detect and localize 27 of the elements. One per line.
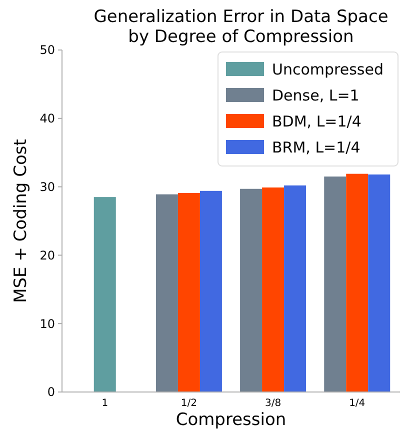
bar bbox=[240, 188, 262, 392]
legend-label: Uncompressed bbox=[272, 60, 384, 78]
bar bbox=[156, 194, 178, 392]
y-tick-label: 20 bbox=[40, 248, 55, 262]
x-axis-title: Compression bbox=[176, 410, 286, 430]
x-tick-label: 3/8 bbox=[264, 398, 282, 409]
legend-label: BRM, L=1/4 bbox=[272, 138, 360, 156]
legend-label: Dense, L=1 bbox=[272, 86, 360, 104]
y-axis-title: MSE + Coding Cost bbox=[11, 138, 31, 303]
bar bbox=[178, 192, 200, 392]
y-tick-label: 50 bbox=[40, 43, 55, 58]
bar bbox=[94, 197, 116, 392]
x-tick-label: 1/4 bbox=[349, 398, 366, 409]
bar bbox=[200, 190, 222, 392]
y-tick-label: 0 bbox=[47, 385, 55, 400]
bar bbox=[262, 187, 284, 392]
legend-label: BDM, L=1/4 bbox=[272, 112, 362, 130]
y-tick-label: 10 bbox=[40, 316, 55, 331]
y-tick-label: 40 bbox=[40, 112, 55, 126]
bar bbox=[368, 174, 390, 392]
y-tick-label: 30 bbox=[40, 180, 55, 194]
chart-title: Generalization Error in Data Space by Degree of Compression bbox=[94, 7, 388, 47]
bar bbox=[346, 174, 368, 392]
bar bbox=[324, 176, 346, 392]
bar bbox=[284, 185, 306, 392]
x-tick-label: 1/2 bbox=[180, 398, 198, 409]
x-tick-label: 1 bbox=[102, 398, 108, 409]
